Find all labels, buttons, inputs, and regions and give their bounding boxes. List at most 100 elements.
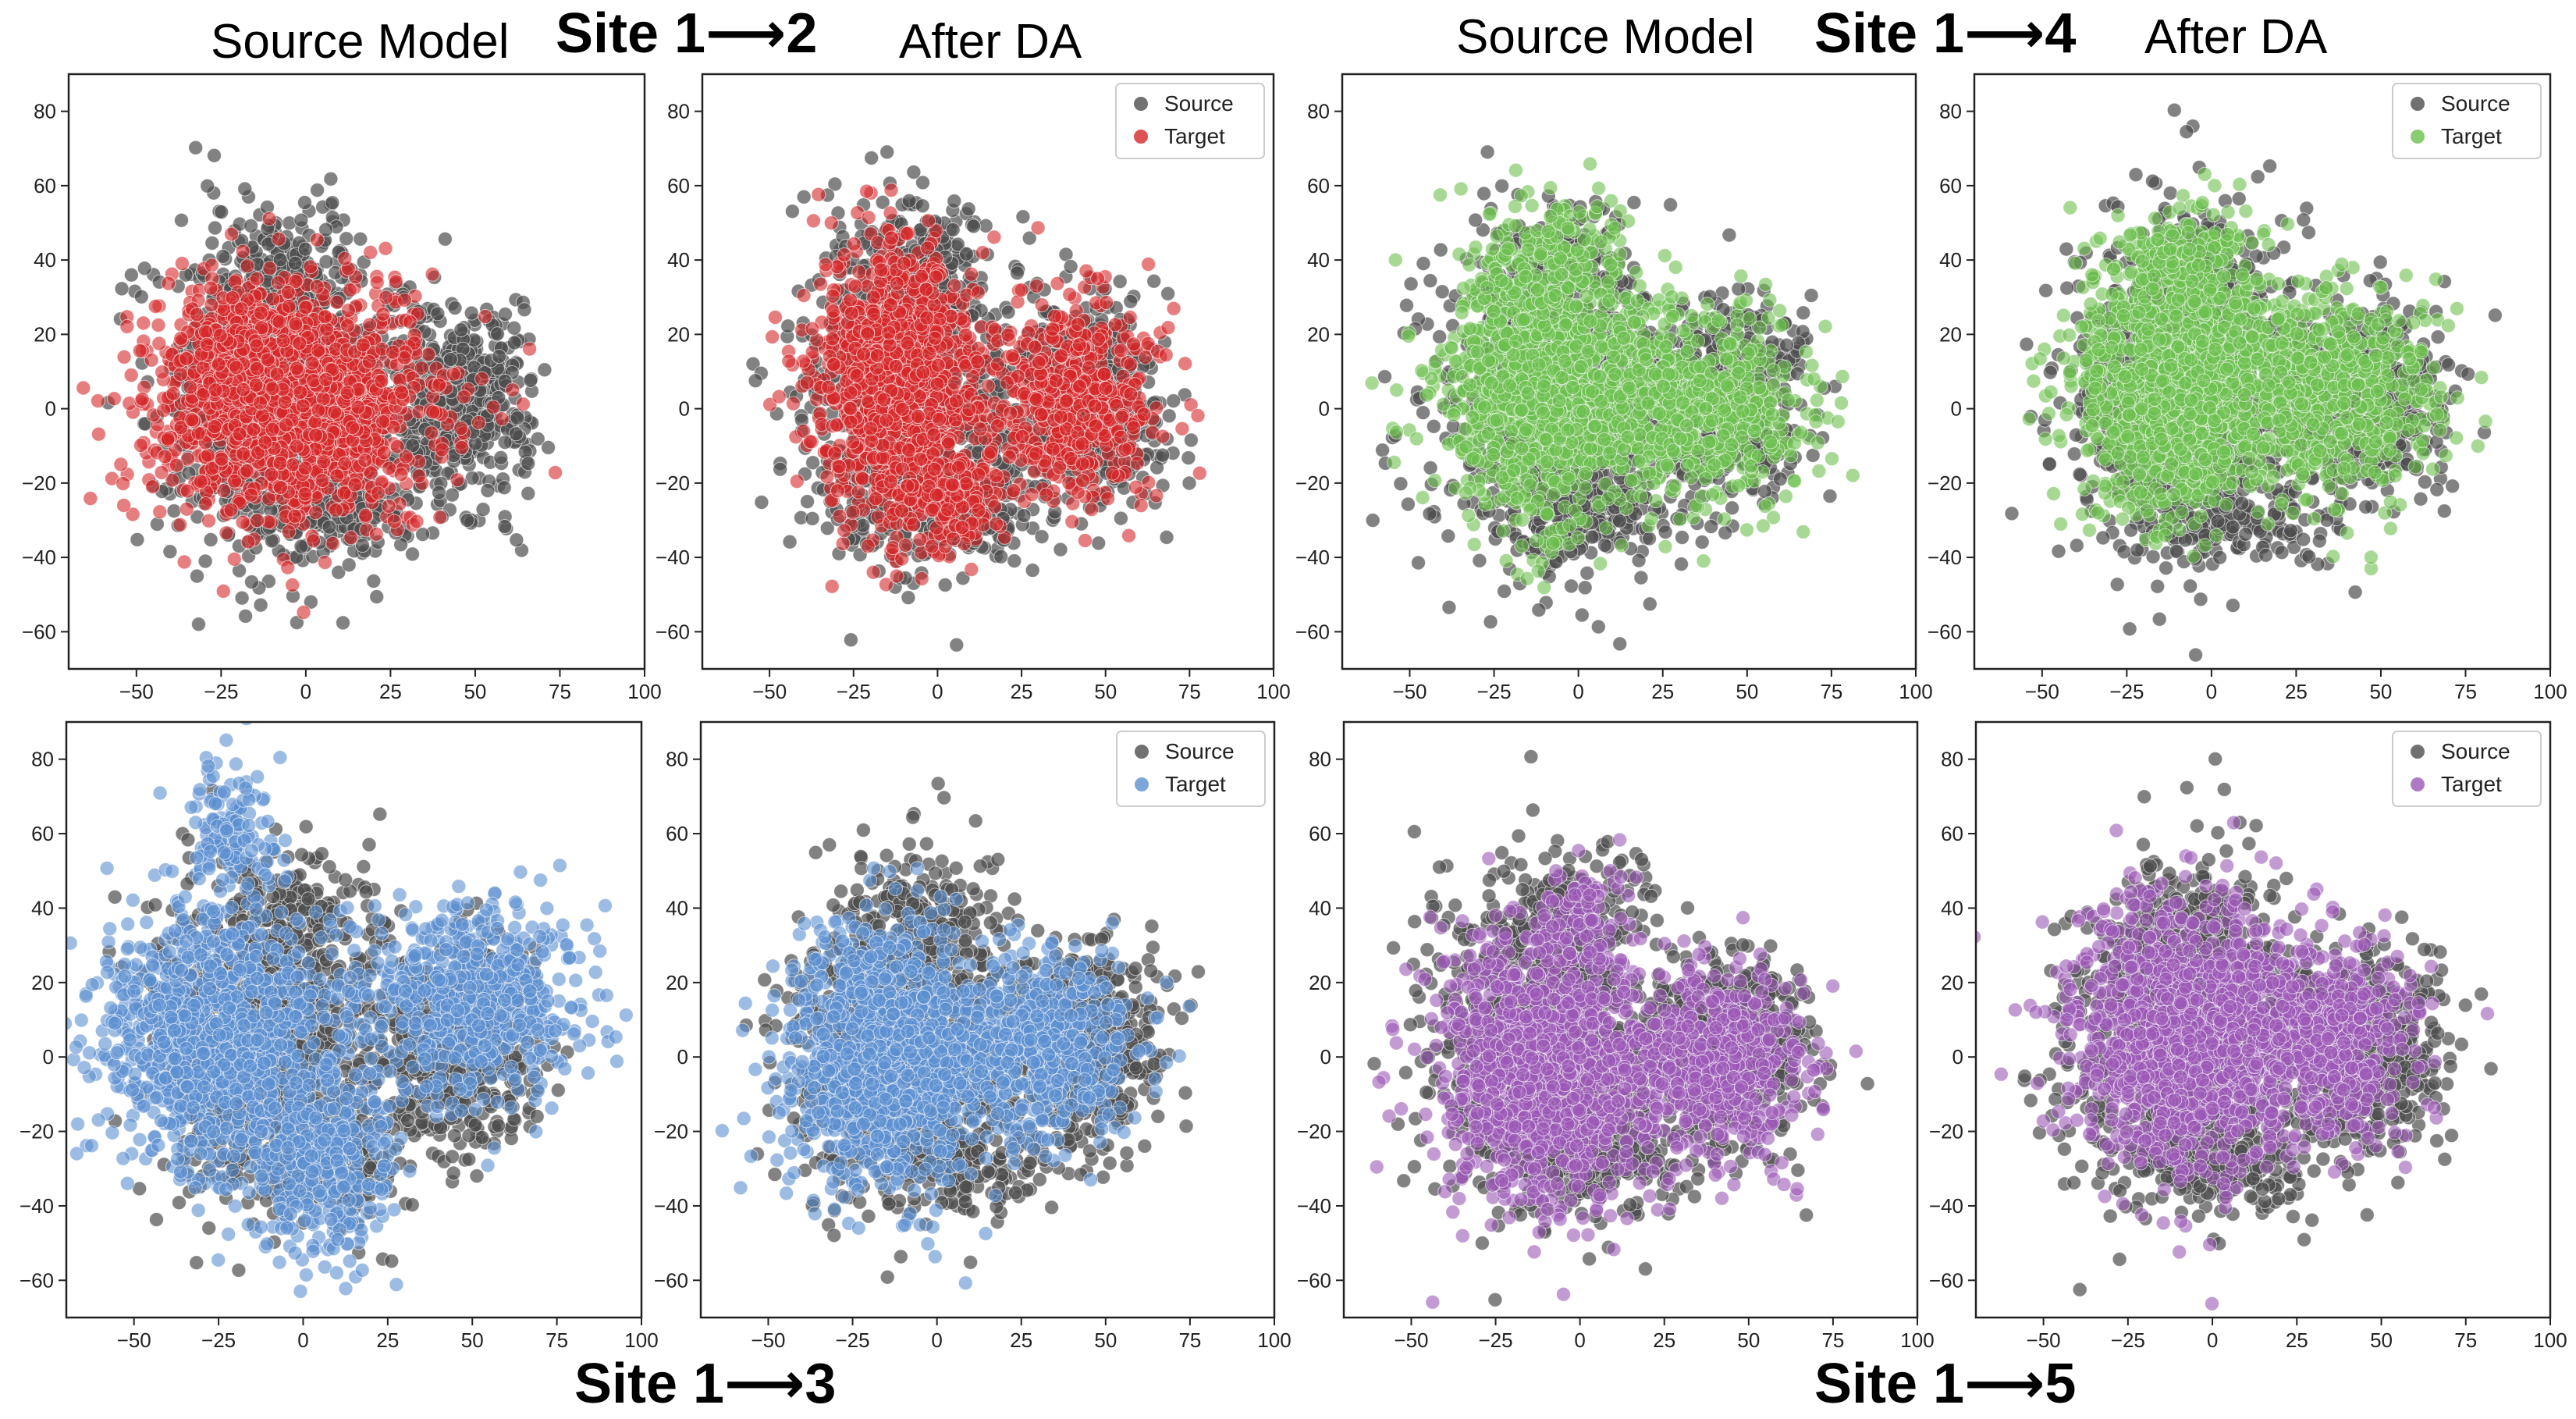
point-target [250,445,266,461]
point-target [258,435,273,450]
point-source [901,590,916,606]
point-target [343,283,357,298]
point-source [203,532,219,547]
point-target [318,309,333,325]
point-target [432,510,448,525]
point-source [493,450,509,465]
point-source [341,557,357,573]
point-target [389,439,405,454]
point-source [1181,450,1196,466]
point-source [464,305,479,321]
point-target [370,485,386,501]
point-target [236,446,251,461]
point-target [457,389,472,405]
point-target [193,474,208,489]
point-target [172,517,188,532]
point-source [405,546,420,562]
point-target [169,457,184,473]
point-target [341,303,356,318]
point-source [464,470,480,485]
point-source [310,183,325,198]
point-target [304,355,320,371]
point-target [132,343,147,358]
point-source [207,148,222,163]
x-tick-label: −50 [119,680,154,703]
point-target [43,355,57,369]
point-target [229,360,244,375]
point-target [432,377,447,393]
point-target [240,258,255,274]
point-source [293,212,309,228]
point-target [254,407,270,423]
point-source [1183,432,1199,448]
point-target [119,318,135,334]
point-target [226,551,242,567]
point-source [1025,563,1040,578]
point-source [906,165,922,180]
point-target [183,379,198,395]
point-target [125,507,140,522]
point-source [879,144,895,160]
point-target [474,371,489,386]
point-target [280,560,296,575]
point-target [249,271,265,286]
point-target [336,485,352,501]
point-source [949,637,965,653]
point-target [262,261,278,276]
point-target [337,456,353,471]
point-source [1161,408,1177,424]
point-source [784,204,800,219]
point-target [425,404,441,420]
point-source [1007,553,1022,569]
point-source [492,349,507,365]
point-target [303,259,318,275]
top-left-source-model-title: Source Model [211,14,510,69]
point-target [309,232,325,247]
point-target [295,398,311,414]
point-target [548,465,563,480]
point-source [405,438,421,453]
point-source [437,231,453,247]
point-target [279,417,294,432]
point-source [336,615,350,631]
point-target [287,508,303,524]
point-source [191,617,206,632]
point-target [309,279,325,294]
point-source [1053,542,1068,557]
point-target [160,431,176,446]
point-source [1091,535,1107,551]
series-target [43,211,563,620]
point-target [180,451,196,467]
x-tick-label: 0 [300,680,311,703]
point-source [123,267,139,283]
point-target [311,343,326,358]
point-target [277,394,293,410]
point-source [805,455,821,471]
point-target [189,307,204,322]
point-target [156,403,172,418]
point-target [233,301,249,317]
point-target [414,361,429,375]
point-target [207,419,222,435]
point-source [453,322,469,338]
point-source [331,564,346,580]
point-target [369,275,385,290]
y-tick-label: 40 [34,248,56,272]
point-source [782,534,798,549]
point-target [398,449,414,464]
top-left-after-da-title: After DA [899,14,1082,69]
point-target [224,226,240,242]
point-source [864,150,879,165]
point-target [424,425,439,441]
point-source [496,480,512,496]
site-1-to-2-label: Site 1⟶2 [556,0,817,66]
point-source [197,553,213,569]
point-target [355,337,371,353]
point-source [318,222,334,237]
point-target [421,347,436,362]
x-tick-label: 75 [549,680,571,703]
point-target [285,578,300,592]
point-target [115,476,131,491]
point-target [208,382,223,398]
point-target [147,299,163,314]
